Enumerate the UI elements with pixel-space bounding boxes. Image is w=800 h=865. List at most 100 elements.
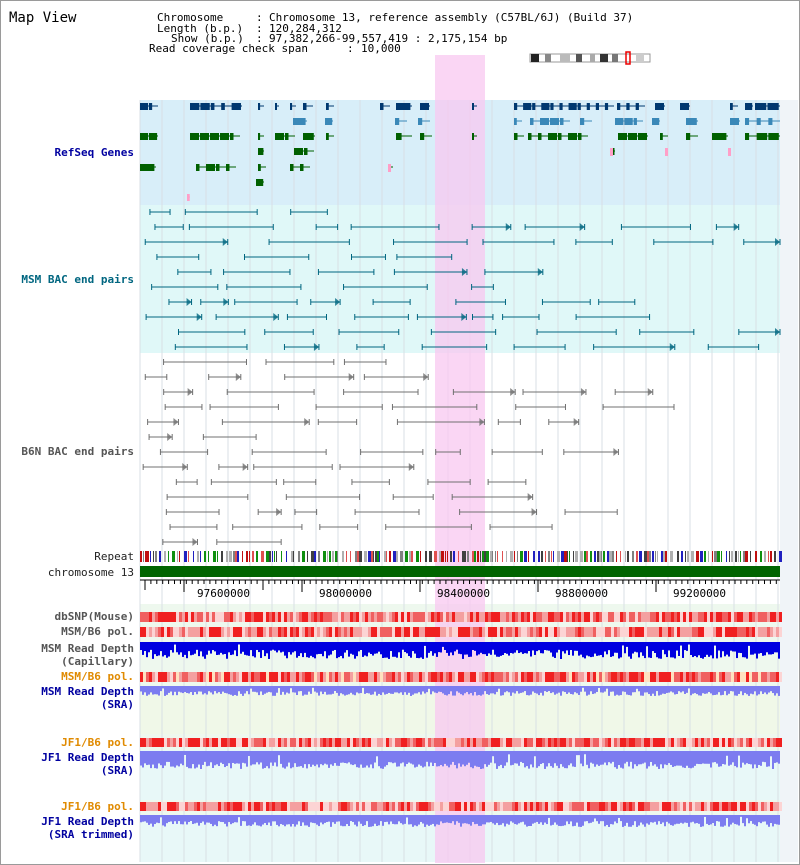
bac-arrow [423, 373, 429, 381]
repeat-mark [379, 551, 380, 562]
track-label-msm-read-sra[interactable]: MSM Read Depth [41, 685, 134, 698]
depth-bar [248, 751, 250, 757]
chromosome-bar [140, 566, 780, 577]
depth-bar [658, 751, 660, 769]
polymorphism-cell [608, 802, 611, 811]
polymorphism-cell [425, 738, 428, 747]
polymorphism-cell [383, 802, 386, 811]
track-label-repeat[interactable]: Repeat [94, 550, 134, 563]
depth-bar [406, 686, 408, 695]
depth-bar [558, 815, 560, 826]
polymorphism-cell [281, 672, 284, 682]
polymorphism-cell [179, 802, 182, 811]
track-label-refseq[interactable]: RefSeq Genes [54, 146, 134, 159]
track-label-jf1-read-sra[interactable]: JF1 Read Depth [41, 751, 134, 764]
polymorphism-cell [773, 672, 776, 682]
depth-bar [250, 751, 252, 766]
depth-bar [428, 751, 430, 767]
repeat-mark [261, 551, 264, 562]
depth-bar [678, 642, 680, 656]
depth-bar [714, 751, 716, 763]
polymorphism-cell [479, 627, 482, 637]
polymorphism-cell [440, 612, 443, 622]
depth-bar [172, 751, 174, 767]
repeat-mark [281, 551, 282, 562]
polymorphism-cell [665, 627, 668, 637]
depth-bar [626, 642, 628, 647]
depth-bar [700, 751, 702, 765]
track-label-msm-b6-pol[interactable]: MSM/B6 pol. [61, 625, 134, 638]
depth-bar [682, 751, 684, 768]
polymorphism-cell [563, 738, 566, 747]
polymorphism-cell [659, 738, 662, 747]
track-label-jf1-read-trim[interactable]: JF1 Read Depth [41, 815, 134, 828]
polymorphism-cell [434, 672, 437, 682]
depth-bar [618, 642, 620, 659]
polymorphism-cell [671, 672, 674, 682]
polymorphism-cell [530, 802, 533, 811]
polymorphism-cell [764, 612, 767, 622]
depth-bar [700, 815, 702, 827]
depth-bar [688, 642, 690, 645]
polymorphism-cell [593, 802, 596, 811]
depth-bar [400, 751, 402, 764]
depth-bar [738, 686, 740, 694]
repeat-mark [731, 551, 733, 562]
polymorphism-cell [401, 627, 404, 637]
polymorphism-cell [695, 802, 698, 811]
depth-bar [614, 686, 616, 696]
depth-bar [718, 686, 720, 693]
depth-bar [346, 642, 348, 651]
polymorphism-cell [761, 802, 764, 811]
depth-bar [778, 686, 780, 696]
polymorphism-cell [728, 627, 731, 637]
gene-exon [290, 164, 294, 171]
depth-bar [450, 815, 452, 824]
track-label-jf1-b6-pol-trim[interactable]: JF1/B6 pol. [61, 800, 134, 813]
depth-bar [140, 686, 142, 692]
track-label-dbsnp[interactable]: dbSNP(Mouse) [54, 610, 134, 623]
depth-bar [398, 642, 400, 653]
gene-exon [523, 103, 532, 110]
track-label-jf1-b6-pol[interactable]: JF1/B6 pol. [61, 736, 134, 749]
track-label-msm-bac[interactable]: MSM BAC end pairs [21, 273, 134, 286]
depth-bar [648, 642, 650, 658]
depth-bar [730, 642, 732, 651]
selection-highlight [435, 55, 485, 863]
polymorphism-cell [230, 627, 233, 637]
polymorphism-cell [260, 627, 263, 637]
polymorphism-cell [335, 627, 338, 637]
depth-bar [478, 642, 480, 655]
track-label-msm-read-capillary[interactable]: MSM Read Depth [41, 642, 134, 655]
depth-bar [678, 751, 680, 766]
polymorphism-cell [506, 802, 509, 811]
polymorphism-cell [515, 672, 518, 682]
depth-bar [168, 751, 170, 762]
polymorphism-cell [584, 738, 587, 747]
polymorphism-cell [755, 738, 758, 747]
depth-bar [664, 686, 666, 694]
depth-bar [206, 815, 208, 823]
depth-bar [262, 815, 264, 825]
polymorphism-cell [665, 738, 668, 747]
gene-exon [140, 164, 155, 171]
depth-bar [270, 815, 272, 826]
track-label-chromosome[interactable]: chromosome 13 [47, 566, 134, 579]
depth-bar [338, 686, 340, 696]
polymorphism-cell [236, 612, 239, 622]
polymorphism-cell [287, 802, 290, 811]
polymorphism-cell [344, 612, 347, 622]
depth-bar [328, 815, 330, 822]
track-label-msm-b6-pol-sra[interactable]: MSM/B6 pol. [61, 670, 134, 683]
repeat-mark [472, 551, 475, 562]
depth-bar [512, 642, 514, 654]
depth-bar [546, 686, 548, 692]
track-label-b6n-bac[interactable]: B6N BAC end pairs [21, 445, 134, 458]
polymorphism-cell [446, 802, 449, 811]
polymorphism-cell [686, 738, 689, 747]
polymorphism-cell [260, 672, 263, 682]
depth-bar [748, 815, 750, 824]
polymorphism-cell [227, 612, 230, 622]
polymorphism-cell [686, 802, 689, 811]
